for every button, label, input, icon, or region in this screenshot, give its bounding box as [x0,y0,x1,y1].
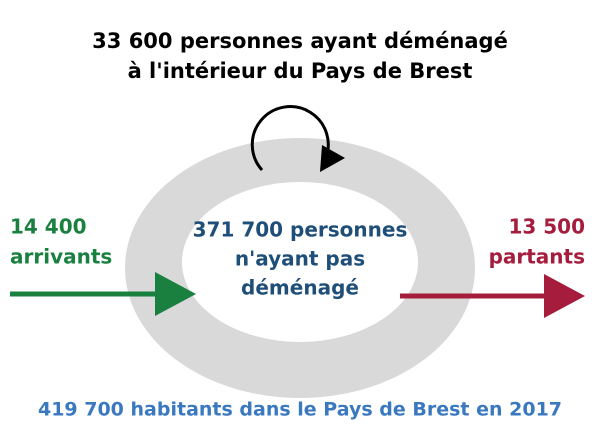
inflow-arrow-head [155,272,196,316]
outflow-arrow-head [544,274,585,318]
title-line: 33 600 personnes ayant déménagé [92,29,508,53]
title-line: à l'intérieur du Pays de Brest [128,59,473,83]
footer: 419 700 habitants dans le Pays de Brest … [38,399,562,421]
outflow-label: partants [489,245,585,269]
inflow-label: arrivants [10,245,112,269]
outflow-value: 13 500 [508,215,585,239]
inflow-value: 14 400 [10,215,87,239]
center-line: n'ayant pas [235,247,365,271]
inner-area [182,182,418,342]
center-line: 371 700 personnes [193,218,408,242]
loop-arrow [250,105,330,172]
center-line: déménagé [241,276,359,300]
loop-arrow-head [320,145,345,172]
